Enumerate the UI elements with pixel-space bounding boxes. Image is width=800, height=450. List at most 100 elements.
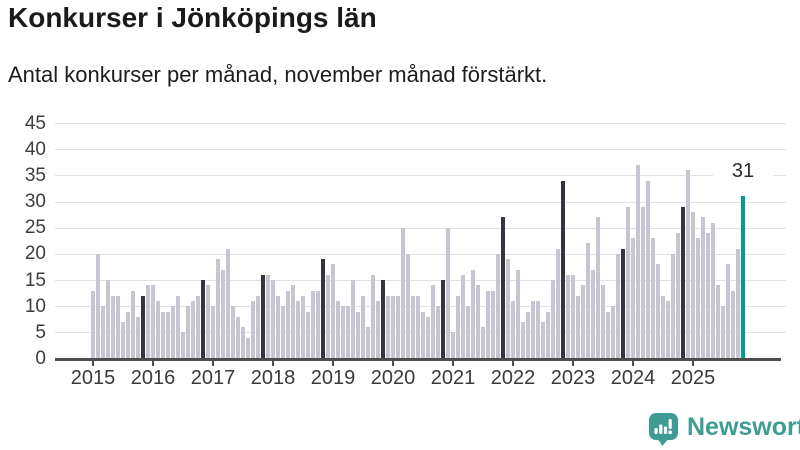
x-axis-year-label: 2024	[610, 367, 656, 389]
bar-2017-m3	[221, 269, 225, 359]
bar-2017-m6	[236, 316, 240, 359]
bar-2015-m10	[136, 316, 140, 359]
bar-2016-m11	[201, 280, 205, 359]
x-axis-tick	[632, 360, 634, 366]
bar-2024-m2	[636, 164, 640, 359]
bar-2019-m2	[336, 301, 340, 359]
bar-2019-m6	[356, 311, 360, 359]
x-axis-tick	[212, 360, 214, 366]
gridline-5	[55, 332, 786, 334]
bar-2020-m5	[411, 295, 415, 359]
bar-2024-m5	[651, 238, 655, 359]
bar-2018-m1	[271, 280, 275, 359]
x-axis-year-label: 2016	[130, 367, 176, 389]
x-axis-year-label: 2018	[250, 367, 296, 389]
bar-2021-m9	[491, 290, 495, 359]
bar-2016-m9	[191, 301, 195, 359]
bar-2016-m6	[176, 295, 180, 359]
bar-2020-m8	[426, 316, 430, 359]
bar-2021-m6	[476, 285, 480, 359]
bar-2017-m1	[211, 306, 215, 359]
gridline-20	[55, 253, 786, 255]
y-axis-tick-label: 35	[24, 164, 46, 186]
bar-2015-m3	[101, 306, 105, 359]
bar-2022-m8	[546, 311, 550, 359]
bar-2023-m4	[586, 243, 590, 359]
bar-2015-m7	[121, 322, 125, 359]
bar-2024-m1	[631, 238, 635, 359]
bar-2024-m7	[661, 295, 665, 359]
newsworthy-logo: Newsworthy	[648, 412, 800, 447]
x-axis-year-label: 2023	[550, 367, 596, 389]
bar-2020-m12	[446, 227, 450, 359]
bar-2024-m9	[671, 253, 675, 359]
x-axis-tick	[452, 360, 454, 366]
bar-2021-m11	[501, 217, 505, 359]
bar-2025-m6	[716, 285, 720, 359]
chart-subtitle: Antal konkurser per månad, november måna…	[8, 62, 548, 87]
bar-2016-m3	[161, 311, 165, 359]
bar-2021-m2	[456, 295, 460, 359]
newsworthy-logo-text: Newsworthy	[687, 413, 800, 441]
last-value-label: 31	[713, 160, 773, 183]
bar-2015-m11	[141, 295, 145, 359]
gridline-25	[55, 227, 786, 229]
bar-2018-m11	[321, 259, 325, 359]
bar-2023-m8	[606, 311, 610, 359]
bar-2017-m9	[251, 301, 255, 359]
bar-2025-m7	[721, 306, 725, 359]
bar-2020-m3	[401, 227, 405, 359]
bar-2022-m10	[556, 248, 560, 359]
bar-2020-m4	[406, 253, 410, 359]
bar-2016-m2	[156, 301, 160, 359]
bar-2021-m3	[461, 274, 465, 359]
y-axis-tick-label: 0	[35, 348, 46, 370]
x-axis-year-label: 2025	[670, 367, 716, 389]
bar-2020-m1	[391, 295, 395, 359]
bar-2019-m7	[361, 295, 365, 359]
bar-2023-m6	[596, 217, 600, 359]
bar-2019-m12	[386, 295, 390, 359]
bar-2018-m5	[291, 285, 295, 359]
x-axis-year-label: 2017	[190, 367, 236, 389]
gridline-30	[55, 201, 786, 203]
bar-2015-m12	[146, 285, 150, 359]
bar-2018-m7	[301, 295, 305, 359]
bar-2017-m7	[241, 327, 245, 359]
x-axis-year-label: 2015	[70, 367, 116, 389]
bar-2018-m3	[281, 306, 285, 359]
x-axis-line	[55, 357, 781, 361]
x-axis-tick	[152, 360, 154, 366]
y-axis-tick-label: 30	[24, 191, 46, 213]
bar-2021-m10	[496, 253, 500, 359]
gridline-45	[55, 123, 786, 124]
newsworthy-badge-icon	[649, 413, 678, 446]
bar-2021-m12	[506, 259, 510, 359]
y-axis-tick-label: 45	[24, 112, 46, 134]
x-axis-tick	[512, 360, 514, 366]
bar-2017-m8	[246, 337, 250, 359]
bar-2022-m11	[561, 180, 565, 359]
bar-2024-m4	[646, 180, 650, 359]
bar-2018-m9	[311, 290, 315, 359]
bar-2023-m12	[626, 206, 630, 359]
bar-2019-m8	[366, 327, 370, 359]
bar-2019-m4	[346, 306, 350, 359]
bar-2019-m11	[381, 280, 385, 359]
bar-2018-m4	[286, 290, 290, 359]
bar-2022-m6	[536, 301, 540, 359]
bar-2021-m4	[466, 306, 470, 359]
bar-2022-m4	[526, 311, 530, 359]
bar-2023-m2	[576, 295, 580, 359]
bar-2015-m8	[126, 311, 130, 359]
bar-2017-m4	[226, 248, 230, 359]
bar-2017-m12	[266, 274, 270, 359]
gridline-10	[55, 306, 786, 308]
bar-2015-m4	[106, 280, 110, 359]
bar-2025-m5	[711, 222, 715, 359]
bar-2019-m1	[331, 264, 335, 359]
y-axis-tick-label: 5	[35, 321, 46, 343]
bar-2015-m5	[111, 295, 115, 359]
x-axis-tick	[692, 360, 694, 366]
